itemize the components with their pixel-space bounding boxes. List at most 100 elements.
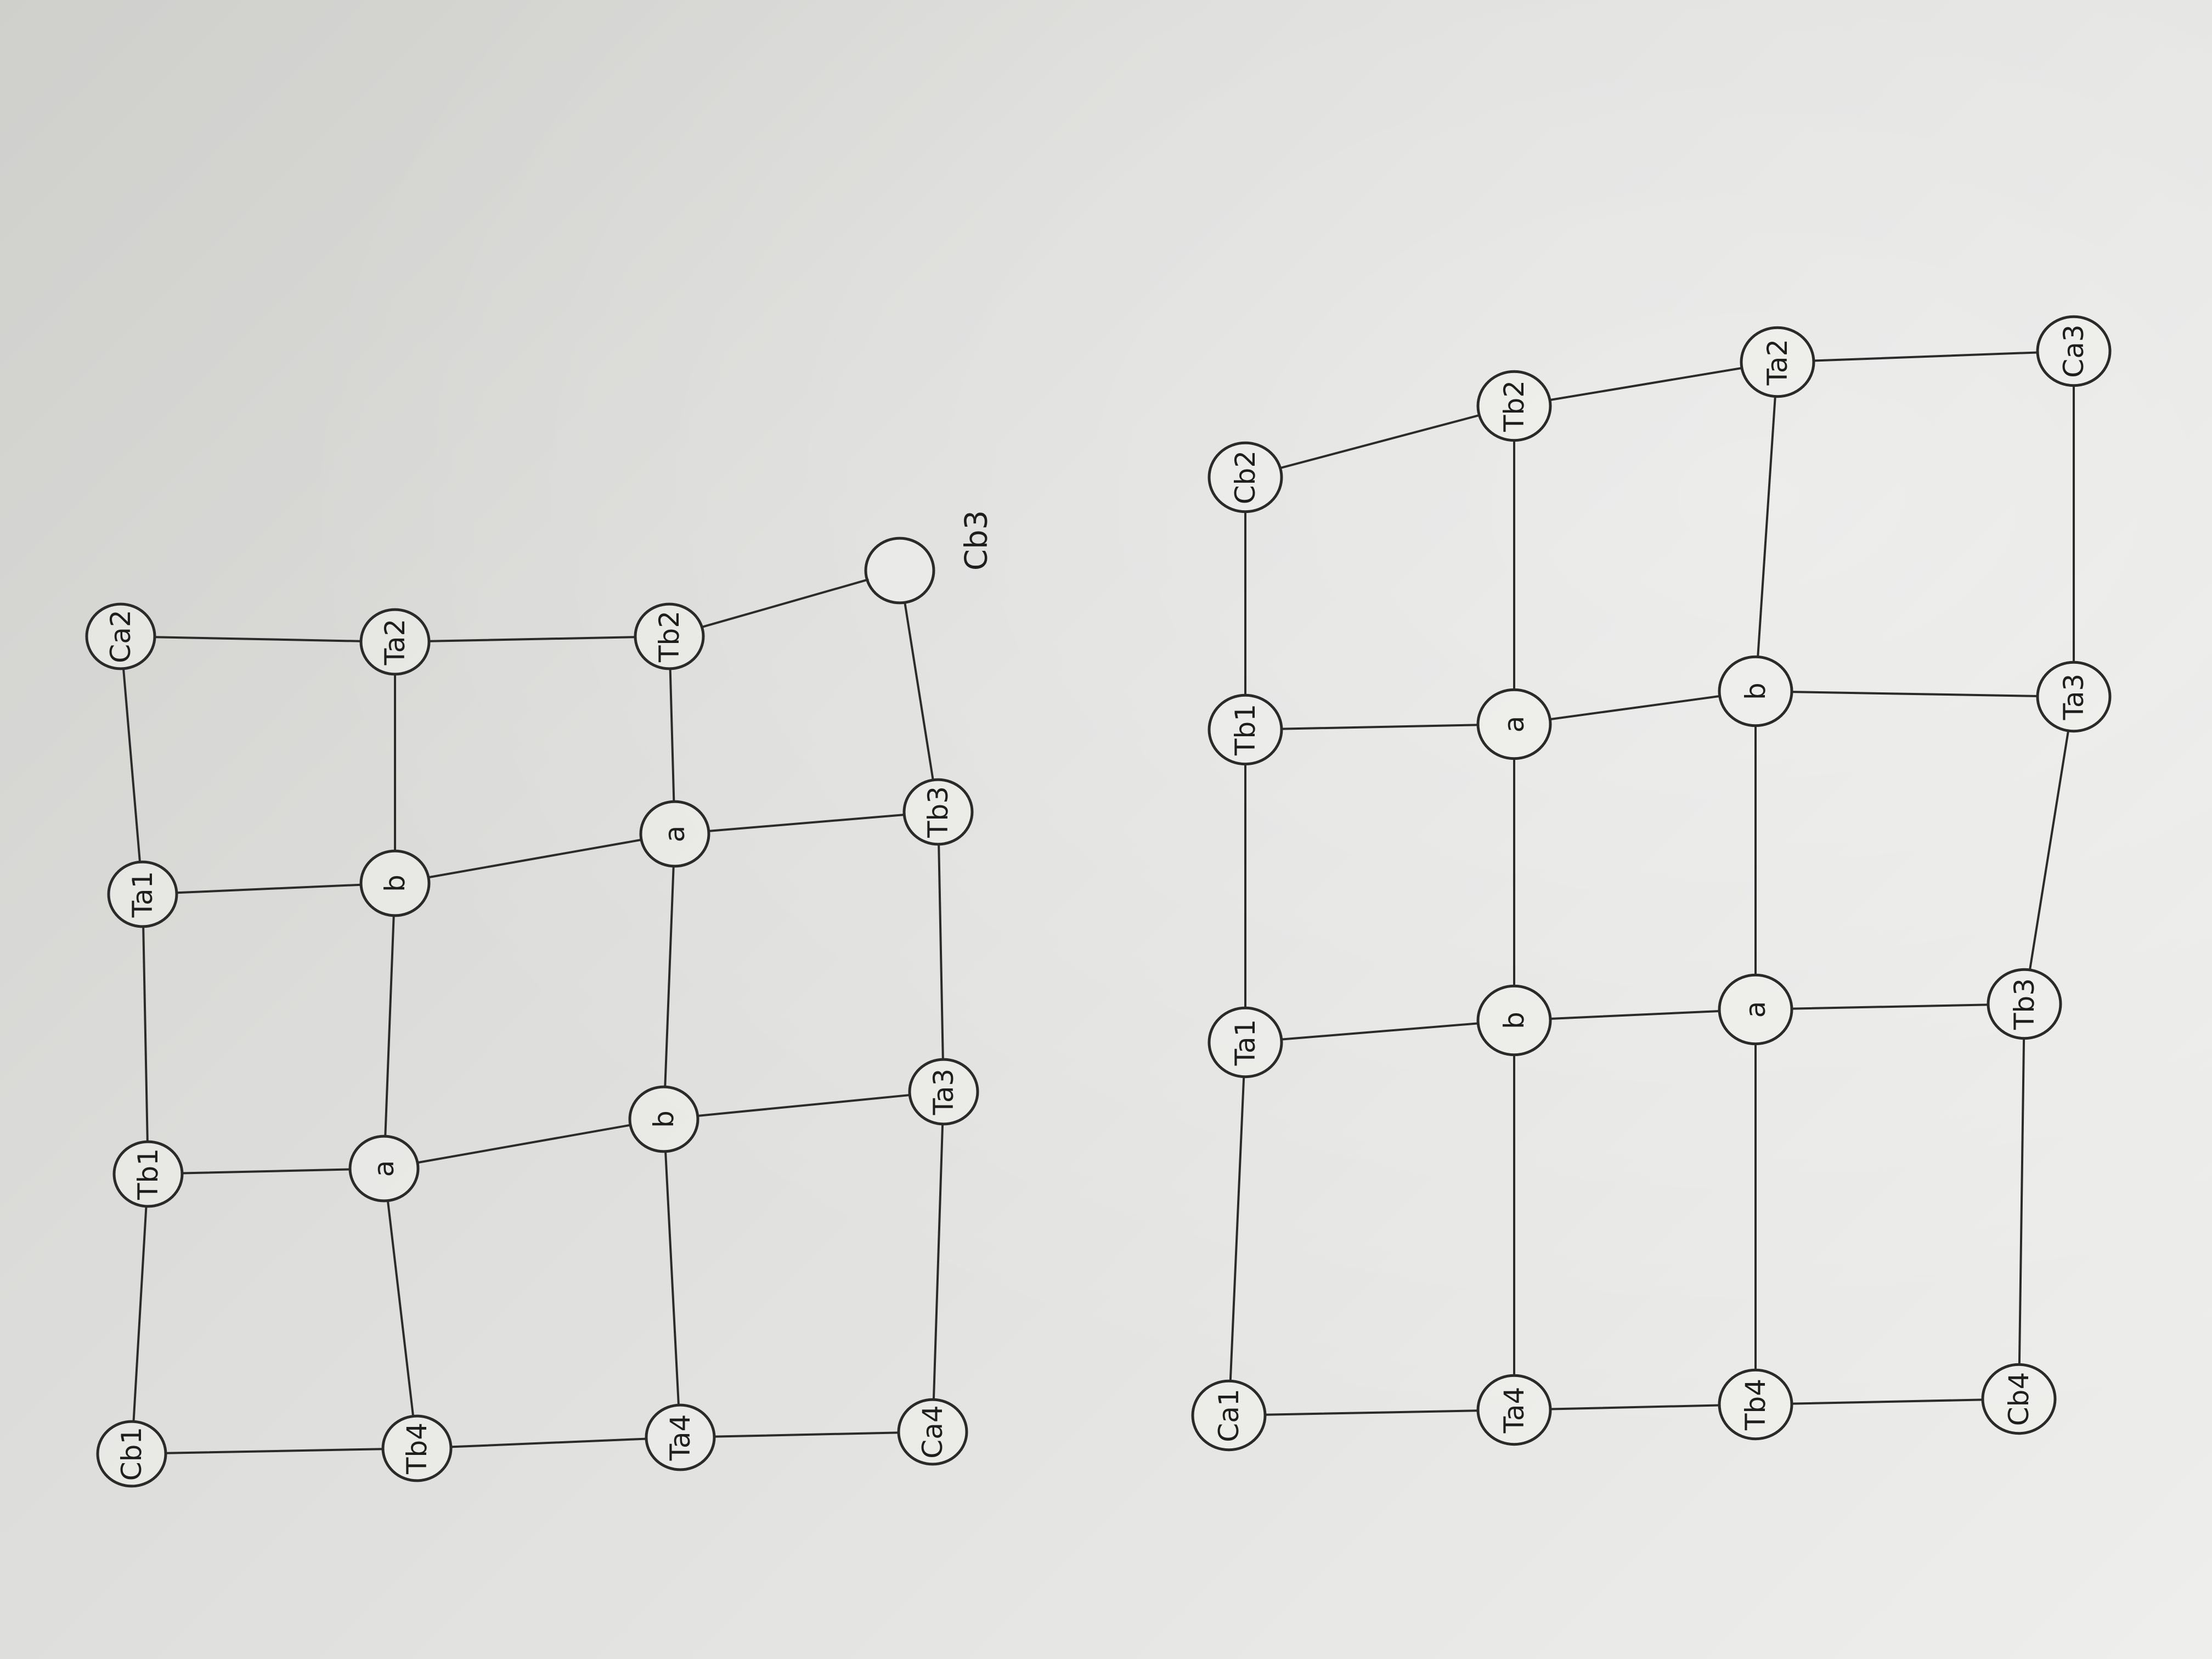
upper-graph-node-label: Tb4 [401,1423,433,1475]
lower-graph-node-circle [1987,968,2062,1040]
lower-graph-node-label: Ta3 [2058,674,2090,721]
lower-graph-edge-a1-b2 [1549,695,1721,721]
upper-graph-node-outside-label: Cb3 [959,510,995,571]
lower-graph-node-circle [1476,370,1552,442]
upper-graph-node-circle [908,1058,979,1126]
lower-graph-node-Ta3: Ta3 [2036,661,2112,733]
lower-graph-edge-Tb1-a1 [1280,724,1480,730]
lower-graph-node-Tb2: Tb2 [1476,370,1552,442]
upper-graph-edge-a1-b1 [384,916,395,1136]
lower-graph-edge-b2-Ta2 [1757,397,1776,657]
lower-graph-node-label: a [1498,716,1530,733]
lower-graph-node-circle [1476,688,1552,760]
upper-graph-node-label: Ta1 [127,871,159,918]
lower-graph-edge-Ta4-Tb4 [1549,1404,1721,1410]
upper-graph-edge-Ta4-Ca4 [713,1431,900,1438]
upper-graph-node-Tb1: Tb1 [112,1140,184,1208]
upper-graph-edge-Ta3-Tb3 [938,844,944,1059]
upper-graph-node-label: Ca4 [917,1405,949,1458]
upper-graph-node-label: Tb2 [653,611,685,663]
lower-graph-node-label: b [1498,1012,1530,1029]
upper-graph-node-label: Tb3 [922,786,954,838]
lower-graph-node-Ta4: Ta4 [1476,1374,1552,1446]
upper-graph-node-label: Ca2 [105,610,137,663]
lower-graph-edge-Ta1-b1 [1280,1022,1480,1041]
upper-graph-edge-Tb2-Cb3 [701,578,870,628]
lower-graph-node-Cb2: Cb2 [1207,441,1283,514]
lower-graph-node-label: Ta2 [1762,339,1793,386]
upper-graph-node-Ta2: Ta2 [359,608,431,676]
lower-graph-node-Tb1: Tb1 [1207,693,1283,766]
upper-graph-node-a2: a [639,800,710,868]
lower-graph-node-circle [1718,973,1793,1046]
lower-graph-node-circle [2036,315,2112,387]
lower-graph-node-circle [1207,693,1283,766]
upper-graph-node-Ca2: Ca2 [85,602,156,670]
upper-graph-node-Ta4: Ta4 [645,1403,716,1471]
lower-graph-edge-Ca1-Ta1 [1229,1077,1245,1381]
lower-graph-edge-Tb2-Ta2 [1549,366,1743,402]
lower-graph-edge-Cb2-Tb2 [1279,414,1481,470]
labels-layer: Cb3 [959,510,995,571]
upper-graph-edge-Tb4-a1 [387,1201,414,1416]
lower-graph-node-circle [1207,441,1283,514]
lower-graph-edge-Ta2-Ca3 [1812,351,2039,362]
upper-graph-node-circle [639,800,710,868]
lower-graph-edge-Tb4-Cb4 [1790,1398,1984,1405]
upper-graph-node-Cb1: Cb1 [96,1420,167,1488]
upper-graph-node-circle [864,537,935,605]
lower-graph-node-label: Tb4 [1740,1379,1771,1431]
upper-graph-node-label: a [659,826,691,843]
lower-graph-node-a2: a [1718,973,1793,1046]
upper-graph-node-Tb3: Tb3 [902,778,974,846]
lower-graph-node-label: Cb2 [1229,450,1261,504]
lower-graph-node-label: Ca3 [2058,324,2090,377]
upper-graph-node-label: b [648,1110,680,1128]
lower-graph-node-label: Tb1 [1229,704,1261,756]
upper-graph-node-Cb3 [864,537,935,605]
upper-graph-node-label: Ta4 [664,1414,696,1462]
upper-graph-node-label: Cb1 [116,1427,148,1481]
upper-graph-edge-Tb4-Ta4 [449,1437,648,1448]
upper-graph-edge-Ta2-Tb2 [427,636,637,642]
upper-graph-node-Tb4: Tb4 [381,1414,453,1482]
lower-graph-node-label: Ta1 [1229,1019,1261,1066]
lower-graph-node-circle [1981,1363,2057,1435]
upper-graph-node-circle [359,608,431,676]
lower-graph-node-Tb4: Tb4 [1718,1368,1793,1441]
upper-graph-node-Ca4: Ca4 [897,1398,968,1466]
lower-graph-node-circle [1740,326,1815,398]
upper-graph-edge-b2-Ta3 [696,1094,911,1117]
lower-graph-node-circle [1207,1006,1283,1079]
nodes-layer: Cb1 Tb1 Ta1 Ca2 Tb4 a b Ta2 Ta4 b a Tb2 Ca4 Ta3 Tb3 Ca1… [85,315,2112,1488]
lower-graph-node-label: Cb4 [2003,1372,2035,1426]
upper-graph-edge-Ca4-Ta3 [932,1124,944,1400]
lower-graph-edge-Tb3-Ta3 [2029,731,2069,969]
lower-graph-node-Ta1: Ta1 [1207,1006,1283,1079]
upper-graph-node-label: Ta2 [379,619,411,666]
lower-graph-node-Cb4: Cb4 [1981,1363,2057,1435]
upper-graph-edge-Ca2-Ta2 [153,636,363,642]
upper-graph-edge-Ta4-b2 [664,1152,680,1405]
upper-graph-node-circle [348,1135,420,1203]
upper-graph-node-circle [107,860,178,928]
upper-graph-node-label: b [379,874,411,892]
upper-graph-node-a1: a [348,1135,420,1203]
upper-graph-node-circle [85,602,156,670]
upper-graph-node-Ta1: Ta1 [107,860,178,928]
lower-graph-node-Tb3: Tb3 [1987,968,2062,1040]
upper-graph-node-label: Tb1 [132,1148,164,1200]
upper-graph-edge-Cb1-Tb1 [132,1206,148,1421]
lower-graph-node-Ca3: Ca3 [2036,315,2112,387]
upper-graph-edge-Ta1-b1 [175,883,363,894]
lower-graph-node-b1: b [1476,984,1552,1057]
lower-graph-node-circle [1476,1374,1552,1446]
lower-graph-node-label: Tb2 [1498,380,1530,432]
upper-graph-edge-Ta1-Ca2 [122,669,141,862]
lower-graph-edge-Ca1-Ta4 [1263,1409,1480,1416]
upper-graph-node-b2: b [628,1085,699,1153]
lower-graph-node-label: Ca1 [1213,1389,1245,1442]
upper-graph-edge-a1-b2 [416,1124,631,1164]
lower-graph-node-label: Ta4 [1498,1387,1530,1434]
